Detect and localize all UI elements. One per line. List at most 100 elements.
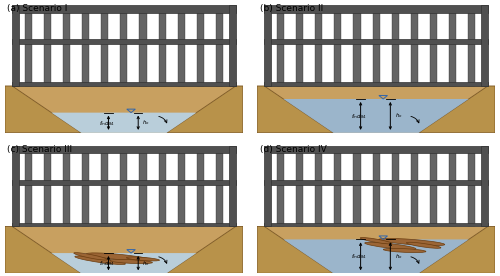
Bar	[82, 153, 90, 226]
Ellipse shape	[379, 238, 444, 246]
Bar	[354, 153, 360, 226]
Bar	[430, 12, 437, 86]
Polygon shape	[12, 86, 235, 133]
Bar	[25, 153, 32, 226]
Bar	[410, 153, 418, 226]
Polygon shape	[5, 86, 81, 133]
Bar	[264, 146, 271, 226]
Bar	[468, 153, 475, 226]
Bar	[264, 82, 488, 86]
Bar	[12, 146, 235, 153]
Bar	[178, 12, 185, 86]
Ellipse shape	[86, 253, 152, 261]
Bar	[12, 180, 235, 184]
Text: (c) Scenario III: (c) Scenario III	[8, 145, 72, 153]
Text: (d) Scenario IV: (d) Scenario IV	[260, 145, 326, 153]
Bar	[264, 5, 488, 12]
Polygon shape	[284, 99, 469, 133]
Bar	[197, 12, 204, 86]
Polygon shape	[264, 86, 488, 133]
Ellipse shape	[75, 256, 126, 264]
Bar	[315, 153, 322, 226]
Bar	[12, 5, 19, 86]
Bar	[264, 5, 271, 86]
Bar	[264, 39, 488, 44]
Bar	[12, 39, 235, 44]
Bar	[410, 12, 418, 86]
Text: $f_m d_{84}$: $f_m d_{84}$	[350, 253, 366, 261]
Polygon shape	[5, 226, 81, 273]
Bar	[25, 12, 32, 86]
Bar	[120, 153, 128, 226]
Ellipse shape	[364, 242, 416, 250]
Ellipse shape	[74, 253, 108, 260]
Bar	[216, 153, 223, 226]
Bar	[481, 5, 488, 86]
Text: $h_o$: $h_o$	[142, 259, 150, 268]
Polygon shape	[419, 86, 495, 133]
Bar	[216, 12, 223, 86]
Bar	[372, 12, 380, 86]
Text: (b) Scenario II: (b) Scenario II	[260, 4, 323, 13]
Ellipse shape	[384, 248, 426, 253]
Bar	[277, 153, 284, 226]
Bar	[264, 146, 488, 153]
Polygon shape	[257, 226, 334, 273]
Polygon shape	[166, 226, 243, 273]
Bar	[449, 12, 456, 86]
Bar	[120, 12, 128, 86]
Polygon shape	[52, 253, 197, 273]
Bar	[264, 180, 488, 184]
Bar	[12, 146, 19, 226]
Bar	[140, 12, 146, 86]
Ellipse shape	[406, 242, 441, 248]
Text: $h_o$: $h_o$	[394, 112, 402, 120]
Bar	[140, 153, 146, 226]
Bar	[296, 153, 303, 226]
Bar	[334, 153, 342, 226]
Polygon shape	[257, 86, 334, 133]
Bar	[229, 146, 235, 226]
Bar	[63, 153, 70, 226]
Bar	[158, 153, 166, 226]
Bar	[315, 12, 322, 86]
Bar	[12, 222, 235, 226]
Ellipse shape	[360, 238, 392, 244]
Bar	[63, 12, 70, 86]
Text: (a) Scenario I: (a) Scenario I	[8, 4, 68, 13]
Bar	[12, 5, 235, 12]
Polygon shape	[52, 113, 197, 133]
Bar	[392, 12, 399, 86]
Polygon shape	[166, 86, 243, 133]
Polygon shape	[419, 226, 495, 273]
Bar	[354, 12, 360, 86]
Bar	[372, 153, 380, 226]
Bar	[468, 12, 475, 86]
Text: $f_m d_{84}$: $f_m d_{84}$	[350, 112, 366, 121]
Polygon shape	[12, 226, 235, 273]
Bar	[430, 153, 437, 226]
Bar	[277, 12, 284, 86]
Bar	[158, 12, 166, 86]
Ellipse shape	[110, 259, 152, 264]
Bar	[82, 12, 90, 86]
Bar	[197, 153, 204, 226]
Polygon shape	[284, 239, 469, 273]
Bar	[334, 12, 342, 86]
Bar	[229, 5, 235, 86]
Polygon shape	[264, 226, 488, 273]
Bar	[101, 12, 108, 86]
Text: $f_m d_{84}$: $f_m d_{84}$	[98, 259, 114, 268]
Bar	[44, 153, 51, 226]
Bar	[392, 153, 399, 226]
Bar	[12, 82, 235, 86]
Bar	[44, 12, 51, 86]
Text: $h_o$: $h_o$	[142, 118, 150, 127]
Bar	[101, 153, 108, 226]
Bar	[449, 153, 456, 226]
Bar	[296, 12, 303, 86]
Text: $f_m d_{84}$: $f_m d_{84}$	[98, 119, 114, 128]
Bar	[178, 153, 185, 226]
Ellipse shape	[126, 257, 160, 261]
Bar	[264, 222, 488, 226]
